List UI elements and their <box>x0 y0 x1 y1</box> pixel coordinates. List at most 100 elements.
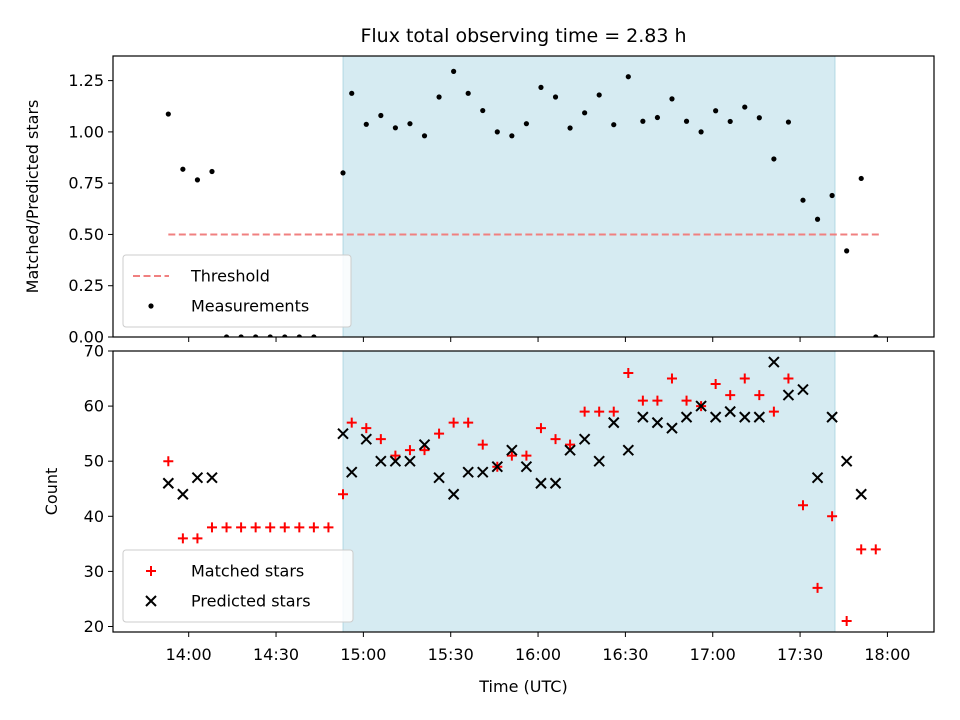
data-point <box>593 455 605 467</box>
data-point <box>506 444 518 456</box>
data-point <box>340 170 346 176</box>
data-point <box>611 122 617 128</box>
data-point <box>404 455 416 467</box>
data-point <box>206 522 217 533</box>
data-point <box>637 395 648 406</box>
data-point <box>162 477 175 489</box>
data-point <box>477 466 489 478</box>
data-point <box>521 450 532 461</box>
data-point <box>363 121 369 127</box>
data-point <box>753 411 766 423</box>
y-tick-label: 20 <box>84 617 104 636</box>
data-point <box>596 92 602 98</box>
ratio-panel: Matched/Predicted stars 0.00 0.25 0.50 0.75… <box>23 55 935 347</box>
data-point <box>523 121 530 127</box>
data-point <box>727 118 733 125</box>
x-axis-label: Time (UTC) <box>478 677 567 696</box>
data-point <box>433 472 445 484</box>
data-point <box>873 334 879 337</box>
data-point <box>294 522 305 533</box>
observing-window-span <box>342 351 836 632</box>
data-point <box>509 133 515 139</box>
data-point <box>346 466 358 478</box>
x-tick-label: 16:30 <box>602 645 648 664</box>
data-point <box>724 405 736 418</box>
observing-window-span <box>342 56 836 337</box>
legend-box <box>122 254 352 328</box>
data-point <box>389 455 402 467</box>
data-point <box>535 477 547 489</box>
x-tick-label: 18:00 <box>864 645 910 664</box>
data-point <box>390 450 401 461</box>
data-point <box>811 472 824 484</box>
data-point <box>709 411 722 423</box>
count-panel: Count 20 30 40 50 60 70 14:00 14:30 15:00 15:30 16… <box>42 342 935 664</box>
data-point <box>191 472 204 484</box>
data-point <box>713 108 719 114</box>
data-point <box>421 133 428 139</box>
data-point <box>768 406 779 417</box>
y-tick-label: 0.75 <box>68 174 104 193</box>
data-point <box>608 416 620 429</box>
data-point <box>535 423 546 434</box>
data-point <box>494 129 500 135</box>
data-point <box>180 166 186 172</box>
data-point <box>797 383 809 396</box>
data-point <box>640 118 646 124</box>
data-point <box>177 488 189 500</box>
y-tick-label: 0.25 <box>68 276 104 295</box>
data-point <box>209 168 215 175</box>
data-point <box>844 248 850 254</box>
plot-area-0 <box>165 68 879 337</box>
y-tick-label: 0.00 <box>68 328 104 347</box>
data-point <box>855 488 867 500</box>
data-point <box>594 406 605 417</box>
count-y-axis-label: Count <box>42 468 61 516</box>
data-point <box>652 395 663 406</box>
ratio-y-axis-label: Matched/Predicted stars <box>23 100 42 294</box>
axes-frame-1 <box>112 350 935 633</box>
legend-label: Threshold <box>190 267 270 286</box>
data-point <box>538 84 544 90</box>
data-point <box>549 477 562 489</box>
data-point <box>814 216 821 222</box>
x-tick-label: 16:00 <box>515 645 561 664</box>
x-tick-label: 17:00 <box>690 645 736 664</box>
data-point <box>608 406 619 417</box>
data-point <box>337 489 348 500</box>
x-tick-label: 15:00 <box>340 645 386 664</box>
data-point <box>477 439 488 450</box>
data-point <box>565 439 576 450</box>
data-point <box>520 460 533 473</box>
data-point <box>666 373 677 384</box>
data-point <box>710 379 721 390</box>
data-point <box>163 456 174 467</box>
data-point <box>451 68 457 74</box>
x-tick-label: 17:30 <box>777 645 823 664</box>
data-point <box>346 417 357 428</box>
data-point <box>349 90 355 96</box>
data-point <box>739 411 751 423</box>
legend-x-swatch <box>145 595 157 607</box>
data-point <box>419 445 430 456</box>
data-point <box>826 411 838 423</box>
y-tick-label: 30 <box>84 562 104 581</box>
legend-dot-swatch <box>148 303 154 309</box>
data-point <box>267 334 273 337</box>
data-point <box>637 411 649 423</box>
data-point <box>797 500 808 511</box>
data-point <box>756 115 762 121</box>
data-point <box>265 522 276 533</box>
data-point <box>622 444 635 456</box>
chart-title: Flux total observing time = 2.83 h <box>360 25 686 47</box>
data-point <box>841 615 852 626</box>
data-point <box>238 334 244 337</box>
legend-0: Threshold Measurements <box>122 254 352 328</box>
data-point <box>192 533 203 544</box>
data-point <box>578 433 591 445</box>
series-measurements <box>165 68 879 337</box>
data-point <box>480 107 486 114</box>
data-point <box>418 438 431 451</box>
y-tick-label: 60 <box>84 397 104 416</box>
